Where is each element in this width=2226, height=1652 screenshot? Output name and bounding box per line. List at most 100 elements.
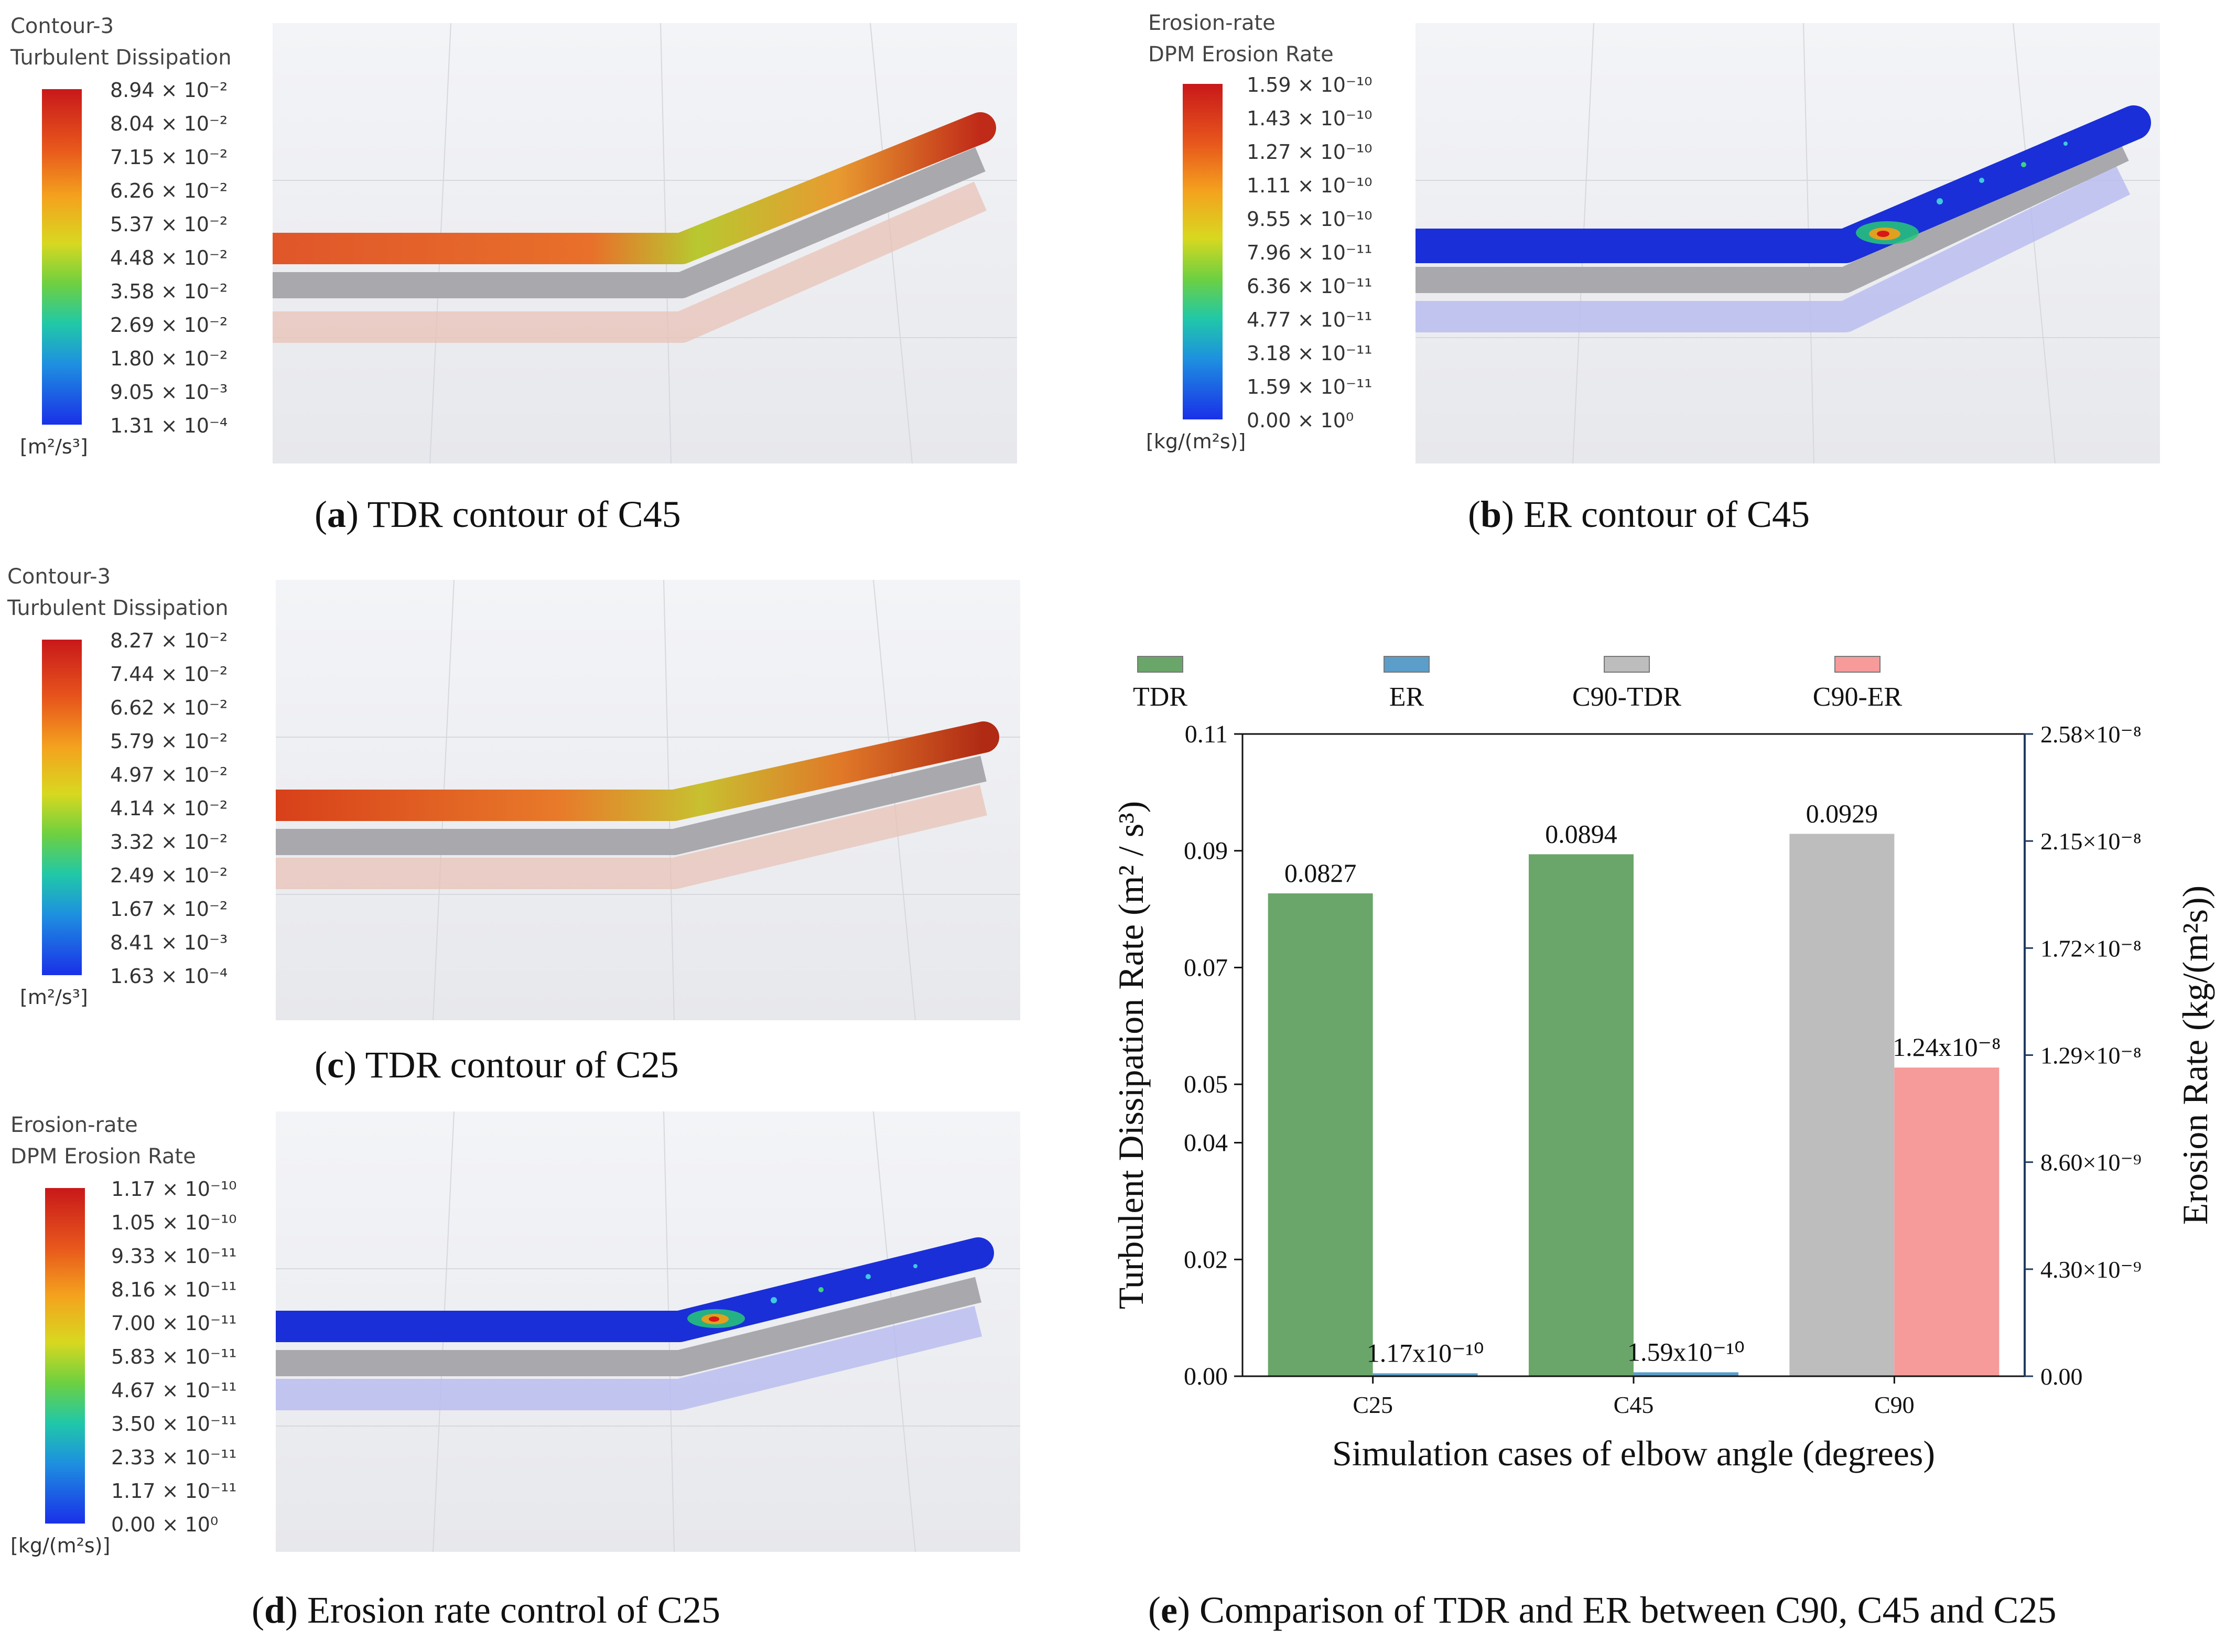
colorbar-tick-label: 3.32 × 10⁻²	[110, 830, 228, 854]
caption-c: (c) TDR contour of C25	[315, 1044, 679, 1086]
bar-c90-er	[1894, 1067, 2000, 1376]
y2-tick-label: 8.60×10⁻⁹	[2040, 1149, 2142, 1176]
pipe-colored	[257, 112, 996, 264]
caption-text: ER contour of C45	[1514, 493, 1810, 535]
panel-e: TDR ER C90-TDR C90-ER 0.00 0.02 0.04 0.05 0.07 0.…	[1101, 608, 2226, 1652]
pipe-shadow	[276, 1305, 982, 1410]
pipe-shadow	[1415, 166, 2131, 332]
colorbar-tick-label: 1.27 × 10⁻¹⁰	[1247, 141, 1373, 164]
pipe-render	[257, 23, 1017, 464]
colorbar-tick-label: 3.58 × 10⁻²	[110, 280, 228, 303]
colorbar-tick-label: 9.33 × 10⁻¹¹	[111, 1245, 237, 1268]
colorbar-unit: [m²/s³]	[20, 986, 88, 1009]
caption-e: (e) Comparison of TDR and ER between C90…	[1148, 1589, 2057, 1631]
bar-tdr	[1529, 854, 1634, 1376]
legend-title-line2: Turbulent Dissipation	[10, 46, 232, 70]
y2-tick-label: 2.58×10⁻⁸	[2040, 721, 2142, 748]
colorbar-tick-label: 0.00 × 10⁰	[111, 1513, 219, 1536]
caption-text: Erosion rate control of C25	[298, 1589, 720, 1631]
legend-title-line1: Erosion-rate	[10, 1113, 138, 1137]
caption-letter: e	[1160, 1589, 1177, 1631]
colorbar-tick-label: 4.77 × 10⁻¹¹	[1247, 308, 1373, 331]
caption-a: (a) TDR contour of C45	[315, 493, 681, 535]
colorbar-tick-label: 7.15 × 10⁻²	[110, 146, 228, 169]
contour-viewport	[260, 579, 1020, 1021]
panel-d: Erosion-rate DPM Erosion Rate 1.17 × 10⁻…	[0, 1101, 1049, 1652]
colorbar-tick-label: 5.83 × 10⁻¹¹	[111, 1345, 237, 1368]
pipe-colored	[260, 1237, 994, 1342]
caption-b: (b) ER contour of C45	[1468, 493, 1810, 535]
bar-er	[1373, 1373, 1478, 1376]
erosion-hotspot	[1856, 142, 2068, 244]
legend-title-line2: DPM Erosion Rate	[1148, 42, 1334, 67]
caption-letter: c	[327, 1044, 344, 1086]
colorbar-tick-label: 2.49 × 10⁻²	[110, 864, 228, 887]
legend-swatch	[1137, 656, 1183, 673]
bar-c90-tdr	[1789, 834, 1895, 1376]
y-tick-label: 0.02	[1184, 1246, 1228, 1273]
colorbar-tick-label: 1.59 × 10⁻¹¹	[1247, 375, 1373, 398]
contour-viewport	[1398, 23, 2160, 464]
caption-letter: b	[1480, 493, 1502, 535]
colorbar-tick-label: 7.96 × 10⁻¹¹	[1247, 241, 1373, 264]
y-tick-label: 0.05	[1184, 1071, 1228, 1098]
y-tick-label: 0.09	[1184, 837, 1228, 865]
legend-title: Contour-3 Turbulent Dissipation	[7, 561, 229, 624]
data-label: 0.0929	[1806, 798, 1878, 828]
colorbar-tick-label: 1.17 × 10⁻¹¹	[111, 1480, 237, 1503]
colorbar-tick-label: 8.16 × 10⁻¹¹	[111, 1278, 237, 1301]
colorbar	[42, 89, 82, 425]
colorbar-tick-label: 1.31 × 10⁻⁴	[110, 414, 228, 437]
legend-title: Contour-3 Turbulent Dissipation	[10, 10, 232, 73]
colorbar-tick-label: 9.05 × 10⁻³	[110, 381, 228, 404]
colorbar-tick-label: 1.80 × 10⁻²	[110, 347, 228, 370]
colorbar	[45, 1188, 85, 1524]
x-tick-label: C25	[1353, 1391, 1393, 1418]
colorbar-tick-label: 6.62 × 10⁻²	[110, 696, 228, 719]
panel-c: Contour-3 Turbulent Dissipation 8.27 × 1…	[0, 556, 1049, 1101]
pipe-colored	[260, 721, 999, 821]
bar-er	[1634, 1372, 1738, 1376]
colorbar-tick-label: 1.63 × 10⁻⁴	[110, 965, 228, 988]
colorbar-tick-label: 7.44 × 10⁻²	[110, 663, 228, 686]
colorbar-unit: [kg/(m²s)]	[10, 1534, 111, 1557]
y-axis-title: Turbulent Dissipation Rate (m² / s³)	[1111, 801, 1151, 1309]
legend-label: ER	[1389, 682, 1424, 712]
colorbar-tick-label: 8.04 × 10⁻²	[110, 112, 228, 135]
colorbar-tick-label: 4.48 × 10⁻²	[110, 246, 228, 269]
contour-viewport	[257, 23, 1017, 464]
colorbar	[42, 640, 82, 975]
pipe-render	[260, 1111, 1020, 1552]
colorbar-tick-label: 2.69 × 10⁻²	[110, 314, 228, 337]
colorbar-tick-label: 0.00 × 10⁰	[1247, 409, 1354, 432]
colorbar-tick-label: 6.36 × 10⁻¹¹	[1247, 275, 1373, 298]
colorbar-tick-label: 7.00 × 10⁻¹¹	[111, 1312, 237, 1335]
legend-label: C90-TDR	[1572, 682, 1681, 712]
caption-text: TDR contour of C25	[356, 1044, 679, 1086]
colorbar-tick-label: 3.50 × 10⁻¹¹	[111, 1412, 237, 1435]
y2-tick-label: 1.72×10⁻⁸	[2040, 935, 2142, 962]
colorbar-tick-label: 5.79 × 10⁻²	[110, 730, 228, 753]
legend-title-line1: Contour-3	[7, 565, 111, 589]
colorbar-tick-label: 4.67 × 10⁻¹¹	[111, 1379, 237, 1402]
caption-d: (d) Erosion rate control of C25	[252, 1589, 720, 1631]
caption-text: TDR contour of C45	[358, 493, 681, 535]
bar-tdr	[1268, 893, 1373, 1376]
legend-label: C90-ER	[1813, 682, 1903, 712]
colorbar-tick-label: 2.33 × 10⁻¹¹	[111, 1446, 237, 1469]
legend-label: TDR	[1133, 682, 1187, 712]
x-axis-title: Simulation cases of elbow angle (degrees…	[1332, 1433, 1935, 1473]
y-tick-label: 0.04	[1184, 1129, 1228, 1157]
caption-letter: d	[264, 1589, 286, 1631]
colorbar-tick-label: 4.97 × 10⁻²	[110, 763, 228, 786]
legend-title-line1: Contour-3	[10, 14, 114, 38]
y2-axis-title: Erosion Rate (kg/(m²s))	[2175, 886, 2215, 1225]
colorbar-tick-label: 8.41 × 10⁻³	[110, 931, 228, 954]
data-label: 1.17x10⁻¹⁰	[1367, 1338, 1484, 1367]
pipe-shadow	[276, 784, 987, 889]
colorbar	[1183, 84, 1223, 419]
pipe-grey	[276, 1277, 981, 1376]
bar-chart: TDR ER C90-TDR C90-ER 0.00 0.02 0.04 0.05 0.07 0.…	[1111, 656, 2215, 1473]
data-label: 1.59x10⁻¹⁰	[1627, 1337, 1745, 1366]
pipe-grey	[1415, 137, 2129, 293]
